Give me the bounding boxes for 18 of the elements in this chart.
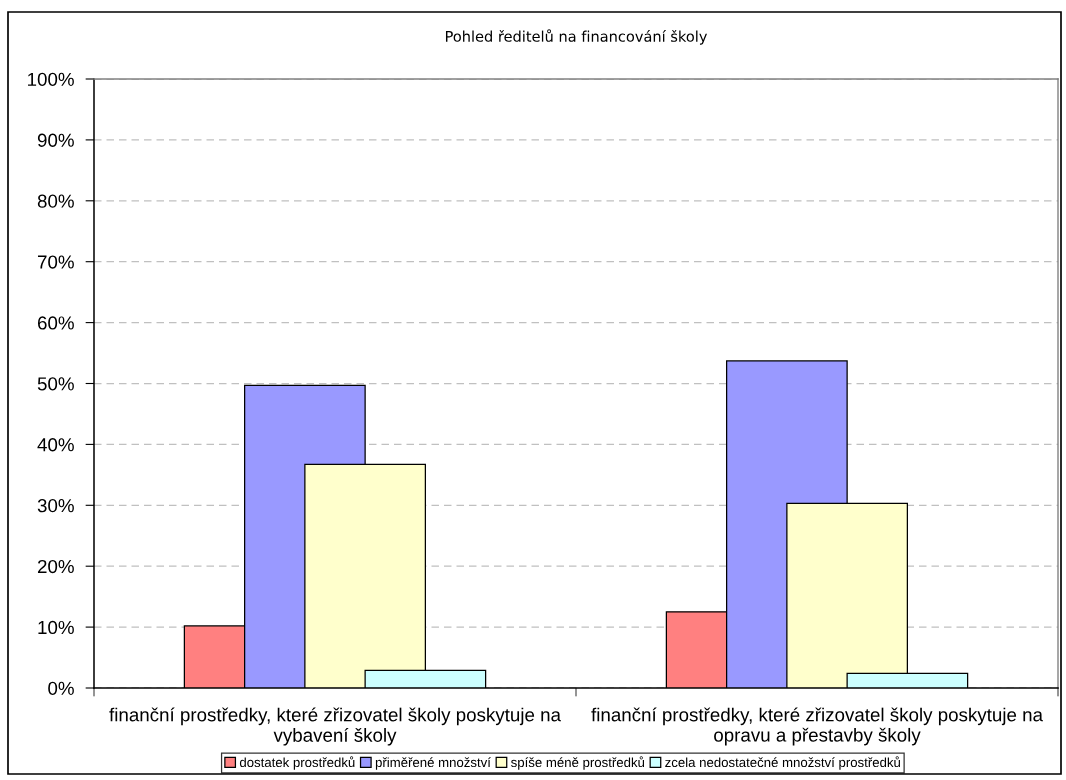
legend-label: přiměřené množství [375,757,491,770]
legend-label: spíše méně prostředků [511,756,645,770]
y-tick-label: 100% [28,72,74,86]
y-tick-label: 90% [37,133,74,147]
x-tick-label: finanční prostředky, které zřizovatel školy poskytuje na vybavení školy [109,707,561,746]
legend-label: dostatek prostředků [239,756,355,770]
y-tick-label: 70% [37,255,74,269]
y-tick-label: 30% [37,499,74,513]
y-tick-label: 80% [37,194,74,208]
y-tick-label: 40% [37,438,74,452]
chart-title: Pohled ředitelů na financování školy [445,29,708,45]
y-tick-label: 20% [37,559,74,574]
y-tick-label: 50% [37,377,74,391]
y-tick-label: 0% [48,681,74,695]
y-tick-label: 60% [37,316,74,330]
x-tick-label: finanční prostředky, které zřizovatel školy poskytuje na opravu a přestavby školy [591,707,1043,746]
legend-label: zcela nedostatečné množství prostředků [665,756,900,770]
y-tick-label: 10% [38,620,74,635]
